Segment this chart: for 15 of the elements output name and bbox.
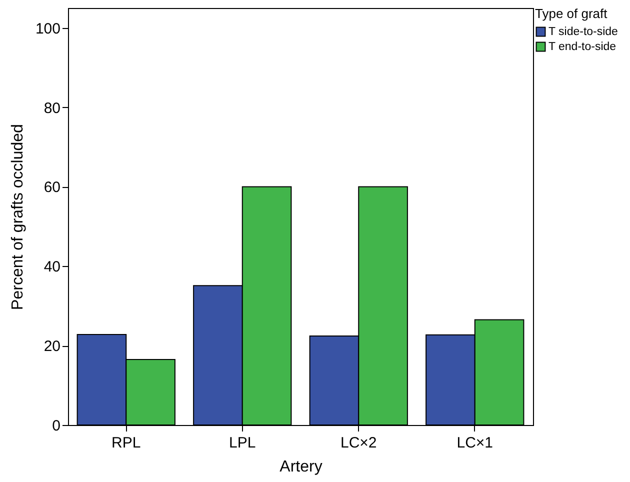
legend-label: T end-to-side <box>548 40 616 53</box>
y-tick-label: 40 <box>44 258 60 276</box>
x-tick-label: LC×1 <box>456 434 494 452</box>
x-tick-label: RPL <box>112 434 141 452</box>
y-tick-label: 60 <box>44 179 60 196</box>
legend-label: T side-to-side <box>548 26 618 38</box>
legend-title: Type of graft <box>535 6 608 21</box>
x-tick-label: LPL <box>229 434 256 452</box>
x-tick-label: LC×2 <box>340 434 377 452</box>
y-tick-label: 80 <box>44 100 60 117</box>
y-axis-title: Percent of grafts occluded <box>9 124 26 310</box>
x-axis-title: Artery <box>280 458 322 476</box>
y-tick-label: 100 <box>35 20 60 38</box>
y-tick-label: 0 <box>52 418 60 434</box>
y-tick-label: 20 <box>44 338 60 356</box>
